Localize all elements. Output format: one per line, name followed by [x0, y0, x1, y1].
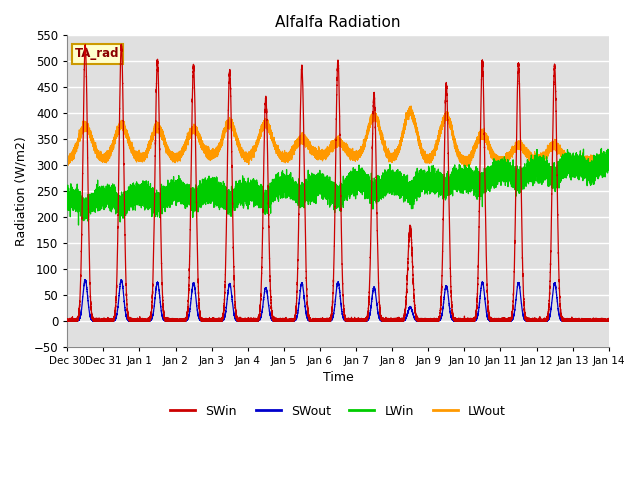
Text: TA_rad: TA_rad [76, 47, 120, 60]
Y-axis label: Radiation (W/m2): Radiation (W/m2) [15, 136, 28, 246]
Legend: SWin, SWout, LWin, LWout: SWin, SWout, LWin, LWout [166, 400, 511, 423]
Title: Alfalfa Radiation: Alfalfa Radiation [275, 15, 401, 30]
X-axis label: Time: Time [323, 372, 353, 384]
